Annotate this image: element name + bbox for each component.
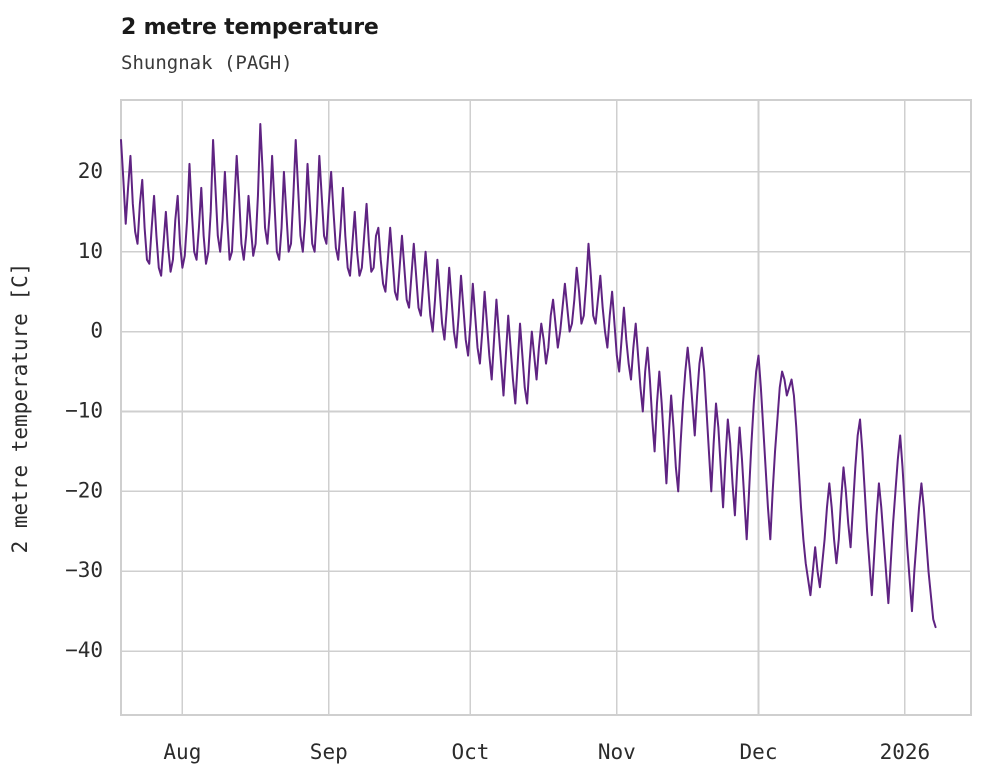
x-tick-label: 2026 [880,740,931,764]
x-tick-labels: Aug Sep Oct Nov Dec 2026 [163,740,930,764]
x-tick-label: Aug [163,740,201,764]
y-tick-label: 0 [90,319,103,343]
data-series-group [120,122,937,629]
page-subtitle: Shungnak (PAGH) [121,52,293,74]
x-tick-label: Nov [598,740,636,764]
y-tick-labels: 20 10 0 −10 −20 −30 −40 [65,159,103,662]
y-tick-label: 10 [78,239,103,263]
page-title: 2 metre temperature [121,15,379,40]
y-tick-label: −10 [65,398,103,422]
y-tick-label: 20 [78,159,103,183]
x-tick-label: Dec [740,740,778,764]
x-tick-label: Sep [310,740,348,764]
x-gridlines [181,100,906,715]
y-tick-label: −30 [65,558,103,582]
x-tick-label: Oct [451,740,489,764]
series-line [120,122,937,629]
plot-border [119,98,973,717]
y-tick-label: −20 [65,478,103,502]
y-tick-label: −40 [65,638,103,662]
y-gridlines [121,171,971,652]
